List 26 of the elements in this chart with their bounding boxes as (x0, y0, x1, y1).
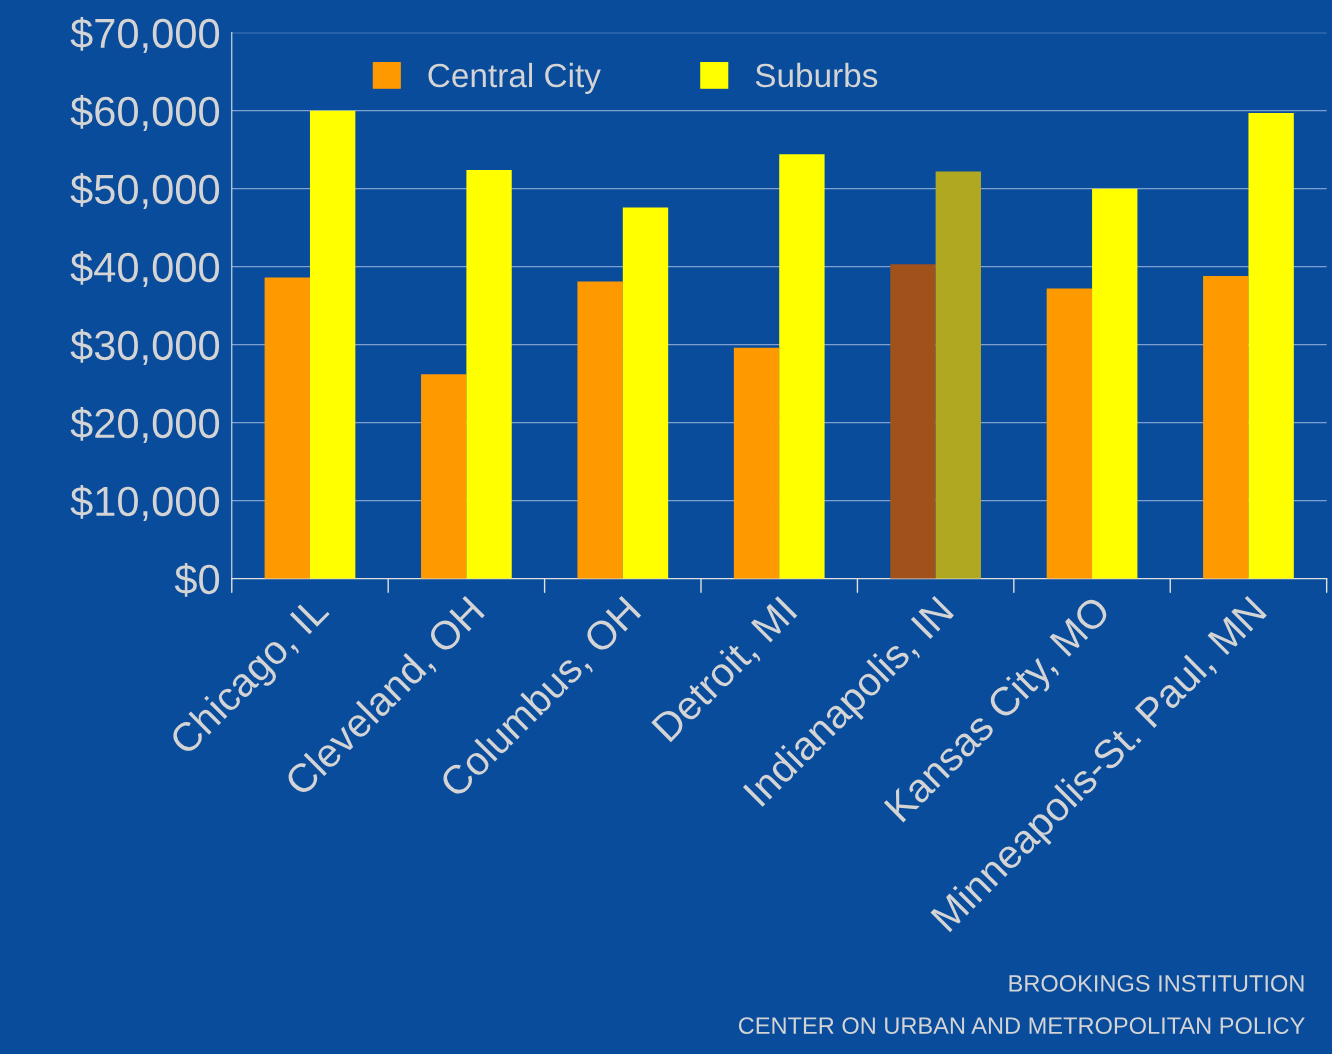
legend-label: Central City (428, 62, 601, 94)
y-tick-label: $60,000 (70, 94, 220, 132)
bar (577, 281, 623, 579)
bar (1203, 276, 1249, 579)
text: CENTER ON URBAN AND METROPOLITAN POLICY (738, 1017, 1305, 1034)
bar (1092, 188, 1138, 579)
y-tick-label: $30,000 (70, 328, 220, 366)
y-tick-label: $10,000 (70, 484, 220, 522)
bar (1248, 113, 1294, 579)
bar (935, 171, 981, 579)
bar (309, 110, 356, 579)
bar (421, 374, 467, 579)
bar (466, 169, 512, 579)
y-tick-label: $40,000 (70, 250, 220, 288)
y-tick-label: $20,000 (70, 406, 220, 444)
legend-label: Suburbs (755, 62, 878, 88)
y-tick-label: $70,000 (70, 16, 220, 54)
bar (890, 264, 936, 579)
text: BROOKINGS INSTITUTION (1009, 975, 1304, 992)
bar (733, 347, 780, 579)
bar (1046, 288, 1093, 579)
y-tick-label: $0 (174, 562, 220, 597)
y-tick-label: $50,000 (70, 172, 220, 210)
bar (622, 207, 669, 579)
bar (779, 154, 825, 579)
bar (264, 277, 310, 579)
